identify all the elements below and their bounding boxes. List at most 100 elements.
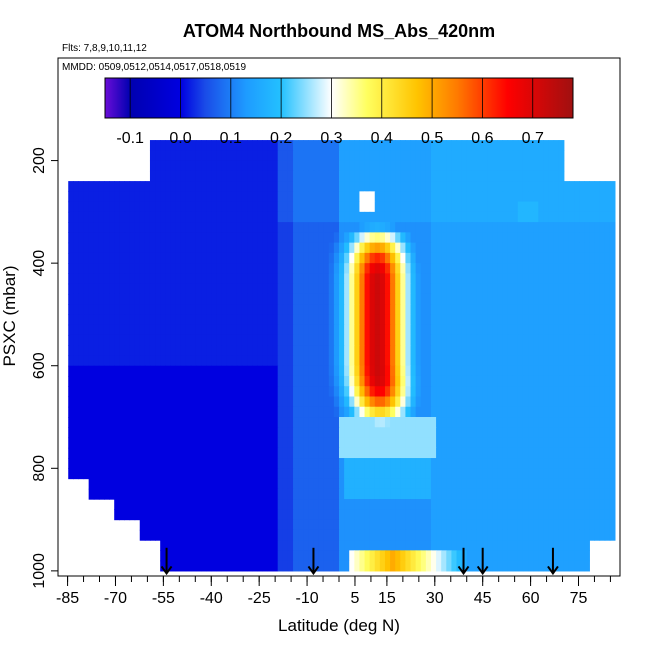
heatmap-cell [599,529,606,541]
heatmap-cell [114,252,120,264]
heatmap-cell [339,458,345,469]
heatmap-cell [267,540,274,551]
heatmap-cell [379,406,386,418]
heatmap-cell [548,252,555,264]
heatmap-cell [390,263,396,275]
heatmap-cell [185,201,192,213]
heatmap-cell [430,437,437,449]
heatmap-cell [456,140,463,151]
heatmap-cell [461,386,468,398]
heatmap-cell [257,201,263,213]
heatmap-cell [83,211,90,223]
heatmap-cell [211,273,217,285]
heatmap-cell [354,242,361,254]
heatmap-cell [487,314,493,326]
heatmap-cell [119,375,126,387]
heatmap-cell [160,478,166,490]
heatmap-cell [466,355,473,367]
heatmap-cell [247,375,253,387]
heatmap-cell [369,222,376,233]
heatmap-cell [528,458,534,469]
heatmap-cell [175,529,182,541]
heatmap-cell [512,334,519,346]
heatmap-cell [574,355,580,367]
heatmap-cell [538,283,544,295]
heatmap-cell [395,160,401,172]
heatmap-cell [149,478,156,490]
heatmap-cell [185,345,192,357]
heatmap-cell [185,222,192,233]
heatmap-cell [451,201,458,213]
heatmap-cell [272,468,279,480]
heatmap-cell [574,478,580,490]
heatmap-cell [165,263,171,275]
heatmap-cell [369,283,376,295]
heatmap-cell [287,314,294,326]
heatmap-cell [456,150,463,162]
heatmap-cell [88,427,95,439]
heatmap-cell [114,191,120,203]
heatmap-cell [410,509,417,521]
heatmap-cell [165,150,171,162]
heatmap-cell [507,232,514,244]
heatmap-cell [180,540,187,551]
heatmap-cell [98,273,105,285]
heatmap-cell [369,170,376,182]
heatmap-cell [374,406,381,418]
heatmap-cell [390,273,396,285]
heatmap-cell [344,468,350,480]
heatmap-cell [165,386,171,398]
heatmap-cell [318,478,325,490]
heatmap-cell [206,365,212,377]
heatmap-cell [313,293,320,305]
heatmap-cell [206,304,212,316]
heatmap-cell [482,242,488,254]
heatmap-cell [584,345,590,357]
heatmap-cell [287,458,294,469]
heatmap-cell [487,252,493,264]
heatmap-cell [609,222,616,233]
heatmap-cell [584,222,590,233]
heatmap-cell [482,437,488,449]
heatmap-cell [221,560,228,572]
heatmap-cell [257,150,263,162]
heatmap-cell [262,509,269,521]
heatmap-cell [354,222,361,233]
heatmap-cell [482,519,488,531]
heatmap-cell [507,324,514,336]
heatmap-cell [160,273,166,285]
heatmap-cell [170,314,177,326]
heatmap-cell [129,375,136,387]
heatmap-cell [395,222,401,233]
heatmap-cell [441,540,447,551]
heatmap-cell [303,304,309,316]
heatmap-cell [364,150,371,162]
heatmap-cell [190,222,197,233]
heatmap-cell [88,222,95,233]
heatmap-cell [109,324,115,336]
heatmap-cell [374,355,381,367]
heatmap-cell [262,499,269,510]
heatmap-cell [430,488,437,500]
colorbar-tick-label: 0.3 [320,130,342,147]
heatmap-cell [589,478,596,490]
heatmap-cell [420,314,427,326]
heatmap-cell [364,365,371,377]
heatmap-cell [451,365,458,377]
heatmap-cell [461,396,468,408]
heatmap-cell [180,222,187,233]
heatmap-cell [497,170,504,182]
heatmap-cell [129,181,136,192]
heatmap-cell [579,324,585,336]
heatmap-cell [415,150,422,162]
heatmap-cell [456,252,463,264]
heatmap-cell [410,488,417,500]
heatmap-cell [512,427,519,439]
heatmap-cell [247,447,253,459]
heatmap-cell [584,458,590,469]
heatmap-cell [604,355,611,367]
heatmap-cell [354,304,361,316]
heatmap-cell [604,386,611,398]
heatmap-cell [522,386,529,398]
heatmap-cell [517,222,524,233]
